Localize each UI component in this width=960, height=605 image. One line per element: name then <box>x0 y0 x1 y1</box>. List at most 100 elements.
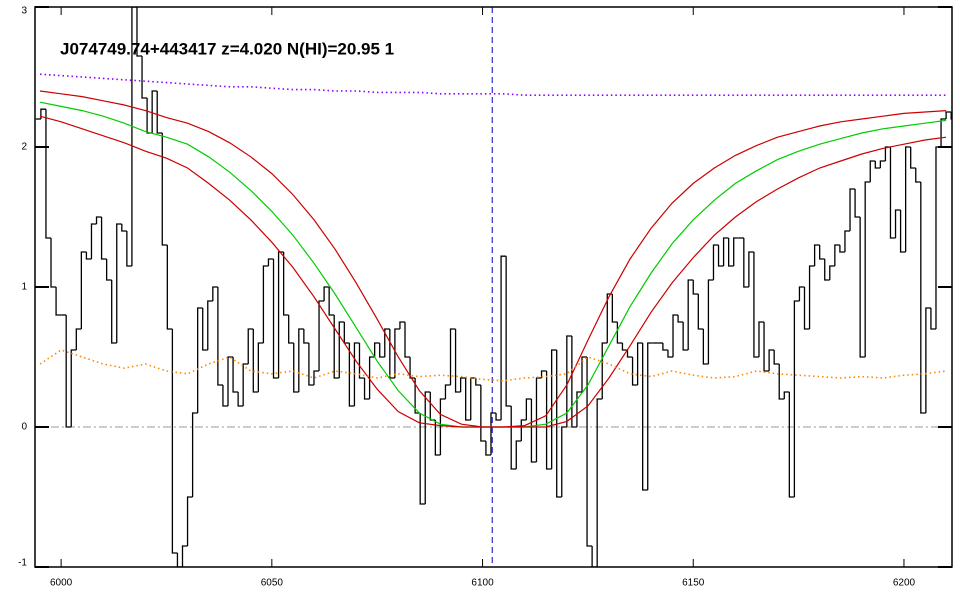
flux-bin <box>227 356 234 406</box>
flux-bin <box>525 398 532 420</box>
flux-bin <box>561 426 567 497</box>
flux-bin <box>591 546 598 567</box>
flux-bin <box>545 371 552 470</box>
flux-bin <box>505 256 512 407</box>
flux-bin <box>889 147 896 239</box>
flux-bin <box>186 496 193 546</box>
y-tick-label: -1 <box>18 558 27 569</box>
flux-bin <box>950 112 952 120</box>
flux-bin <box>692 280 699 295</box>
flux-bin <box>277 251 284 378</box>
flux-bin <box>394 328 400 378</box>
flux-bin <box>439 398 446 455</box>
flux-bin <box>121 224 127 232</box>
y-tick-label: 2 <box>21 142 27 153</box>
flux-bin <box>207 300 213 350</box>
x-tick-label: 6200 <box>893 578 916 589</box>
flux-bin <box>298 328 304 392</box>
x-tick-label: 6050 <box>261 578 284 589</box>
flux-bin <box>323 286 330 301</box>
flux-bin <box>313 370 320 385</box>
model-line <box>39 115 947 428</box>
flux-bin <box>90 223 97 259</box>
flux-bin <box>677 315 684 323</box>
flux-bin <box>535 377 542 462</box>
flux-bin <box>540 370 547 378</box>
flux-bin <box>202 308 208 351</box>
flux-bin <box>682 322 689 351</box>
flux-bin <box>247 328 254 364</box>
flux-bin <box>465 378 471 421</box>
flux-bin <box>930 308 936 330</box>
flux-bin <box>434 420 441 456</box>
flux-bin <box>667 350 674 358</box>
flux-bin <box>65 315 72 428</box>
flux-bin <box>475 378 481 386</box>
chart-title: J074749.74+443417 z=4.020 N(HI)=20.95 1 <box>60 39 394 58</box>
flux-bin <box>328 287 335 316</box>
flux-bin <box>621 343 628 351</box>
y-tick-label: 0 <box>21 422 27 433</box>
flux-bin <box>384 328 390 357</box>
flux-bin <box>308 343 314 386</box>
flux-bin <box>318 300 325 371</box>
flux-bin <box>910 147 916 169</box>
flux-bin <box>358 343 365 379</box>
flux-bin <box>191 412 198 497</box>
flux-bin <box>819 245 825 260</box>
flux-bin <box>571 336 577 428</box>
flux-bin <box>904 146 911 252</box>
flux-bin <box>288 315 294 344</box>
flux-bin <box>874 161 881 169</box>
flux-bin <box>808 265 815 329</box>
flux-bin <box>768 349 775 371</box>
flux-bin <box>778 364 785 400</box>
flux-bin <box>353 342 360 406</box>
flux-bin <box>783 391 790 399</box>
flux-bin <box>813 244 820 266</box>
flux-bin <box>454 329 461 393</box>
flux-bin <box>803 287 810 330</box>
flux-bin <box>141 56 148 99</box>
flux-bin <box>520 419 527 441</box>
flux-bin <box>899 210 906 253</box>
flux-bin <box>348 343 355 407</box>
flux-bin <box>444 384 451 399</box>
flux-bin <box>156 91 163 134</box>
flux-bin <box>267 258 274 266</box>
flux-bin <box>945 111 952 119</box>
flux-bin <box>844 230 851 252</box>
flux-bin <box>181 545 188 567</box>
flux-bin <box>743 238 749 288</box>
flux-bin <box>672 314 679 357</box>
flux-bin <box>197 307 203 413</box>
flux-bin <box>45 109 52 239</box>
flux-bin <box>272 259 279 379</box>
flux-bin <box>404 322 411 358</box>
flux-bin <box>829 265 835 280</box>
flux-bin <box>212 286 218 301</box>
flux-bin <box>424 391 431 504</box>
flux-bin <box>758 321 765 357</box>
flux-bin <box>834 244 840 266</box>
flux-bin <box>242 363 249 406</box>
flux-bin <box>869 160 876 182</box>
flux-bin <box>419 413 426 505</box>
flux-bin <box>363 378 370 400</box>
flux-bin <box>217 287 223 386</box>
flux-bin <box>727 238 734 267</box>
flux-bin <box>151 90 158 133</box>
flux-bin <box>788 392 795 498</box>
flux-bin <box>50 238 57 288</box>
x-tick-label: 6150 <box>682 578 705 589</box>
flux-bin <box>237 392 244 407</box>
flux-bin <box>500 255 507 420</box>
flux-bin <box>839 245 845 253</box>
flux-bin <box>864 181 871 357</box>
flux-bin <box>374 342 380 357</box>
flux-bin <box>566 335 572 427</box>
flux-bin <box>642 343 648 491</box>
flux-bin <box>116 223 122 343</box>
flux-bin <box>414 378 421 414</box>
